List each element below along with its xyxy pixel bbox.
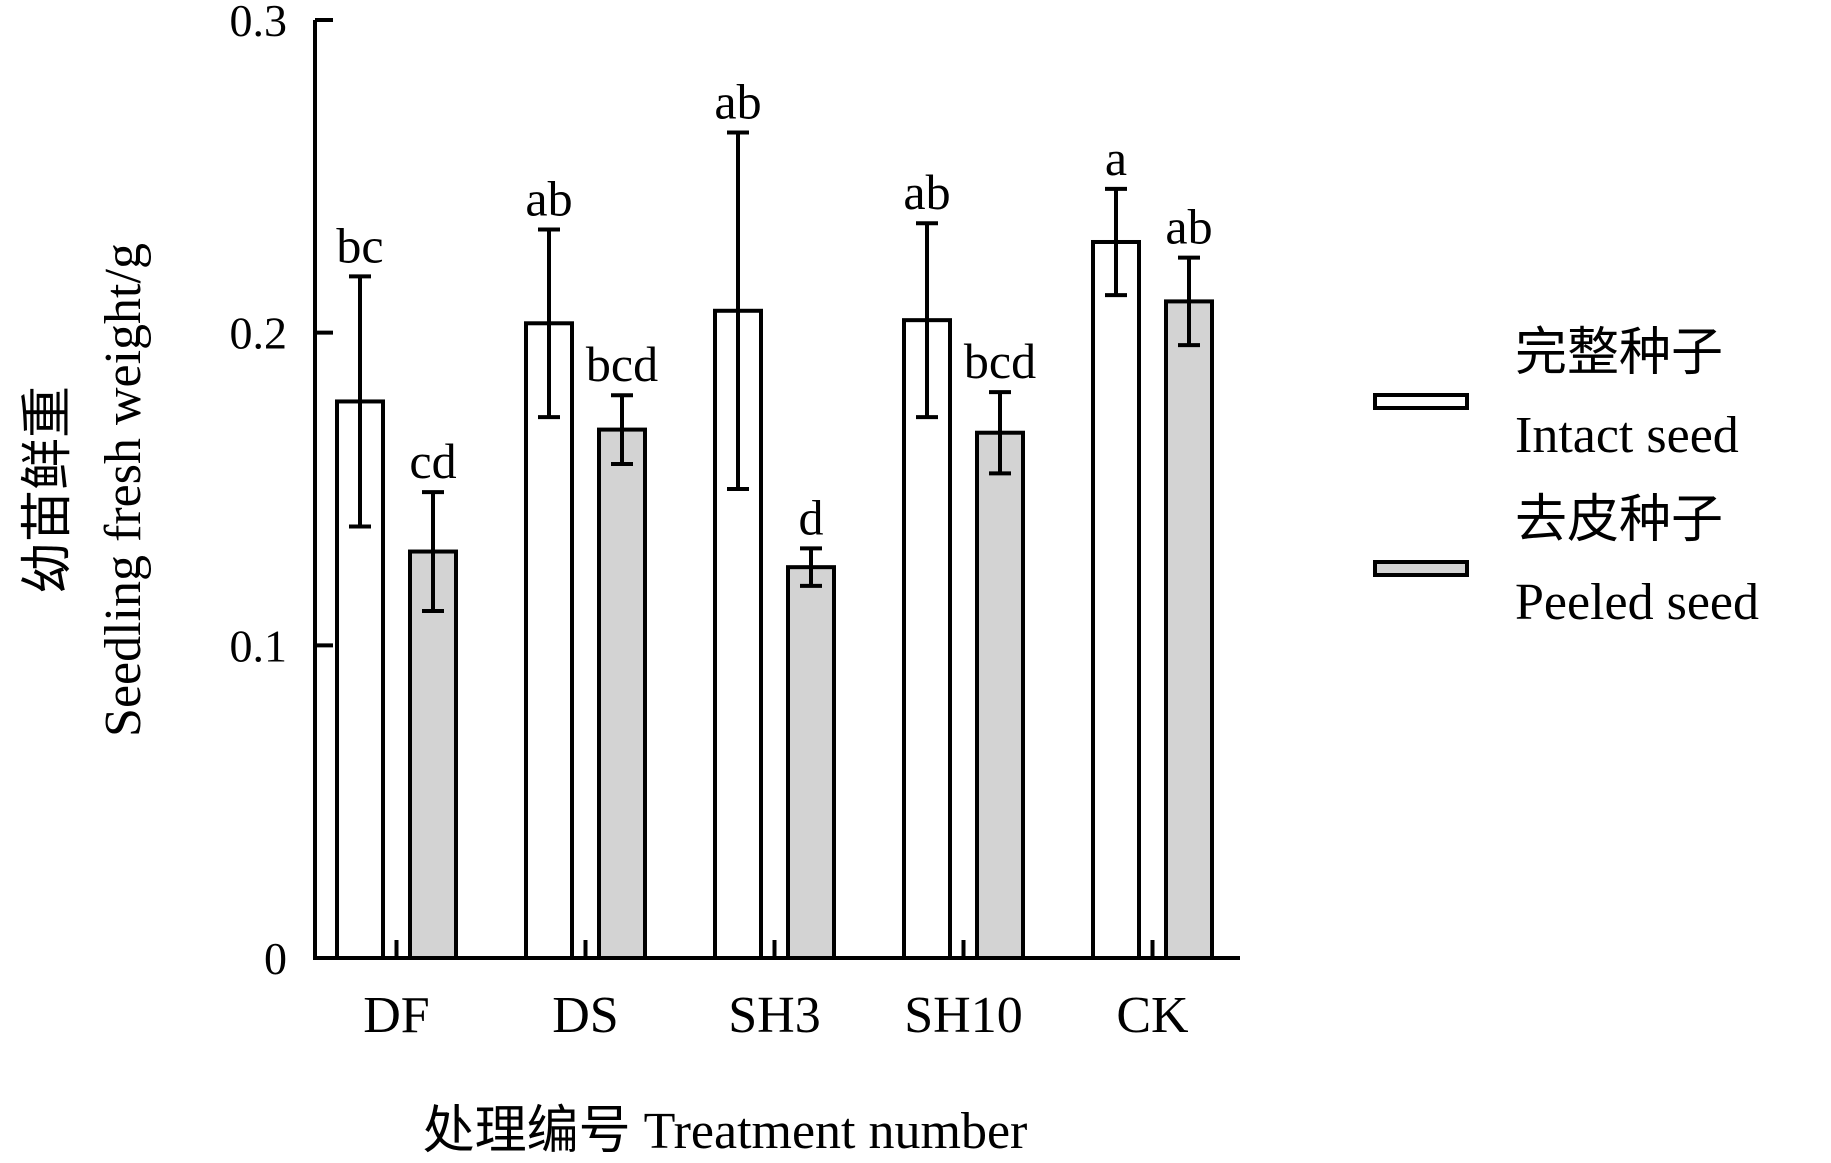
legend: 完整种子 Intact seed 去皮种子 Peeled seed [1373,325,1759,631]
error-bars [349,130,1200,613]
bar-ds-s2 [597,427,647,960]
legend-label-s1-line-1: 完整种子 [1515,325,1723,382]
legend-label-s1-line-2: Intact seed [1515,407,1739,464]
bars [335,239,1214,961]
significance-letter: ab [1165,199,1212,255]
y-tick-label: 0.1 [230,620,288,671]
x-category-labels: DF DS SH3 SH10 CK [363,940,1189,1044]
y-tick-label: 0 [264,933,287,984]
significance-letter: ab [525,170,572,226]
bar-ds-s1 [524,321,574,960]
significance-letter: bcd [964,333,1036,389]
significance-letter: ab [714,74,761,130]
y-axis-title-line-1: 幼苗鲜重 [20,386,77,594]
x-category-label-ck: CK [1116,987,1189,1044]
significance-letter: d [799,489,824,545]
significance-letter: bc [336,217,383,273]
bar-sh10-s1 [902,318,952,961]
legend-swatch-s1 [1373,393,1469,410]
significance-letter: bcd [586,336,658,392]
y-axis-title: 幼苗鲜重 Seedling fresh weight/g [20,243,152,737]
bar-sh3-s2 [786,565,836,961]
y-axis-title-line-2: Seedling fresh weight/g [95,243,152,737]
y-ticks: 0 0.1 0.2 0.3 [230,0,333,984]
bar-sh10-s2 [975,430,1025,961]
bar-df-s2 [408,549,458,960]
x-category-label-sh10: SH10 [904,987,1022,1044]
bar-ck-s1 [1091,239,1141,960]
significance-letter: ab [903,164,950,220]
significance-letter: cd [409,433,456,489]
significance-letter: a [1105,130,1127,186]
x-axis-title: 处理编号 Treatment number [423,1103,1028,1160]
bar-ck-s2 [1164,299,1214,960]
x-category-label-df: DF [363,987,429,1044]
legend-label-s2-line-2: Peeled seed [1515,574,1759,631]
y-tick-label: 0.3 [230,0,288,46]
x-category-label-ds: DS [552,987,618,1044]
legend-swatch-s2 [1373,560,1469,577]
x-category-label-sh3: SH3 [728,987,820,1044]
legend-label-s2-line-1: 去皮种子 [1515,492,1723,549]
y-tick-label: 0.2 [230,308,288,359]
